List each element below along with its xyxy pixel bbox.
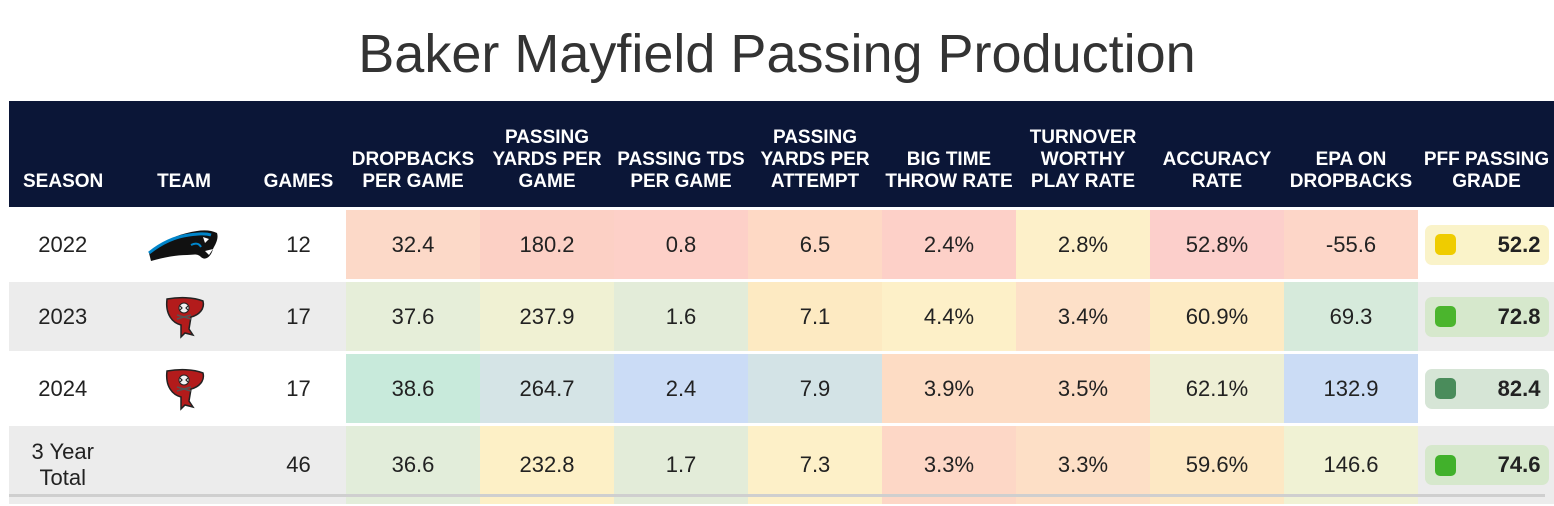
season-cell: 3 Year Total [9, 426, 117, 504]
stat-cell-twp-rate: 3.3% [1016, 426, 1150, 504]
stat-cell-yards-per-game: 232.8 [480, 426, 614, 504]
games-cell: 17 [251, 282, 346, 351]
stat-cell-twp-rate: 2.8% [1016, 210, 1150, 279]
stat-cell-yards-per-game: 180.2 [480, 210, 614, 279]
table-row: 2024 17 38.6 264.7 2.4 7.9 3.9% 3.5% 62.1% 132.9 8… [9, 354, 1554, 423]
stat-cell-accuracy: 59.6% [1150, 426, 1284, 504]
header-dropbacks: DROPBACKS PER GAME [346, 101, 480, 207]
stat-cell-twp-rate: 3.4% [1016, 282, 1150, 351]
season-cell: 2022 [38, 231, 88, 257]
grade-cell: 72.8 [1418, 282, 1554, 351]
stat-cell-dropbacks: 38.6 [346, 354, 480, 423]
stat-cell-epa: 146.6 [1284, 426, 1418, 504]
stat-cell-accuracy: 62.1% [1150, 354, 1284, 423]
page-title: Baker Mayfield Passing Production [358, 24, 1196, 84]
grade-badge: 82.4 [1424, 368, 1549, 409]
stat-cell-btt-rate: 3.3% [882, 426, 1016, 504]
stat-cell-yards-per-game: 237.9 [480, 282, 614, 351]
stat-cell-btt-rate: 2.4% [882, 210, 1016, 279]
grade-badge: 72.8 [1424, 296, 1549, 337]
season-cell: 2023 [9, 282, 117, 351]
stat-cell-epa: 132.9 [1284, 354, 1418, 423]
grade-indicator-icon [1434, 454, 1456, 476]
grade-indicator-icon [1434, 306, 1456, 327]
stat-cell-yards-per-attempt: 7.3 [748, 426, 882, 504]
header-epa: EPA ON DROPBACKS [1284, 101, 1418, 207]
season-cell: 2024 [38, 375, 88, 401]
stat-cell-yards-per-attempt: 6.5 [748, 210, 882, 279]
grade-indicator-icon [1434, 234, 1456, 255]
stat-cell-dropbacks: 36.6 [346, 426, 480, 504]
table-row: 2023 17 37.6 237.9 1.6 7.1 4.4% 3.4% 60.9% 69.3 72… [9, 282, 1554, 351]
carolina-panthers-logo-svg [148, 229, 218, 261]
stat-cell-yards-per-attempt: 7.1 [748, 282, 882, 351]
grade-badge: 74.6 [1424, 445, 1549, 485]
grade-badge: 52.2 [1424, 224, 1549, 265]
header-season: SEASON [9, 101, 117, 207]
table-row: 2022 12 32.4 180.2 0.8 6.5 2.4% 2.8% 52.8% -55.6 5… [9, 210, 1554, 279]
stat-cell-epa: 69.3 [1284, 282, 1418, 351]
tampa-bay-buccaneers-logo-svg [165, 296, 205, 339]
tampa-bay-buccaneers-logo-svg [165, 368, 205, 411]
stat-cell-tds-per-game: 0.8 [614, 210, 748, 279]
team-logo-cell [117, 354, 251, 423]
stat-cell-accuracy: 60.9% [1150, 282, 1284, 351]
stat-cell-tds-per-game: 1.6 [614, 282, 748, 351]
header-yards-per-game: PASSING YARDS PER GAME [480, 101, 614, 207]
tampa-bay-buccaneers-logo [118, 295, 251, 339]
grade-value: 52.2 [1497, 231, 1541, 257]
carolina-panthers-logo [118, 223, 251, 267]
games-cell: 17 [286, 375, 311, 401]
stat-cell-yards-per-attempt: 7.9 [748, 354, 882, 423]
grade-value: 74.6 [1497, 452, 1541, 477]
team-logo-cell [117, 426, 251, 504]
header-btt-rate: BIG TIME THROW RATE [882, 101, 1016, 207]
header-accuracy: ACCURACY RATE [1150, 101, 1284, 207]
stat-cell-epa: -55.6 [1284, 210, 1418, 279]
games-cell: 12 [286, 231, 311, 257]
games-cell: 46 [251, 426, 346, 504]
stat-cell-tds-per-game: 2.4 [614, 354, 748, 423]
grade-cell: 52.2 [1418, 210, 1554, 279]
stat-cell-dropbacks: 32.4 [346, 210, 480, 279]
header-yards-per-attempt: PASSING YARDS PER ATTEMPT [748, 101, 882, 207]
header-team: TEAM [117, 101, 251, 207]
team-logo-cell [117, 210, 251, 279]
header-pff-grade: PFF PASSING GRADE [1418, 101, 1554, 207]
stat-cell-tds-per-game: 1.7 [614, 426, 748, 504]
grade-value: 82.4 [1497, 375, 1541, 401]
grade-indicator-icon [1434, 378, 1456, 399]
header-row: SEASON TEAM GAMES DROPBACKS PER GAME PAS… [9, 101, 1554, 207]
stat-cell-btt-rate: 4.4% [882, 282, 1016, 351]
grade-value: 72.8 [1497, 303, 1541, 329]
bottom-divider [9, 494, 1545, 497]
header-games: GAMES [251, 101, 346, 207]
header-tds-per-game: PASSING TDS PER GAME [614, 101, 748, 207]
stat-cell-yards-per-game: 264.7 [480, 354, 614, 423]
stats-table: SEASON TEAM GAMES DROPBACKS PER GAME PAS… [9, 101, 1554, 504]
grade-cell: 82.4 [1418, 354, 1554, 423]
tampa-bay-buccaneers-logo [118, 367, 251, 411]
stat-cell-btt-rate: 3.9% [882, 354, 1016, 423]
grade-cell: 74.6 [1418, 426, 1554, 504]
stat-cell-accuracy: 52.8% [1150, 210, 1284, 279]
stat-cell-dropbacks: 37.6 [346, 282, 480, 351]
team-logo-cell [117, 282, 251, 351]
table-row: 3 Year Total 46 36.6 232.8 1.7 7.3 3.3% 3.3% 59.6… [9, 426, 1554, 504]
stat-cell-twp-rate: 3.5% [1016, 354, 1150, 423]
header-twp-rate: TURNOVER WORTHY PLAY RATE [1016, 101, 1150, 207]
